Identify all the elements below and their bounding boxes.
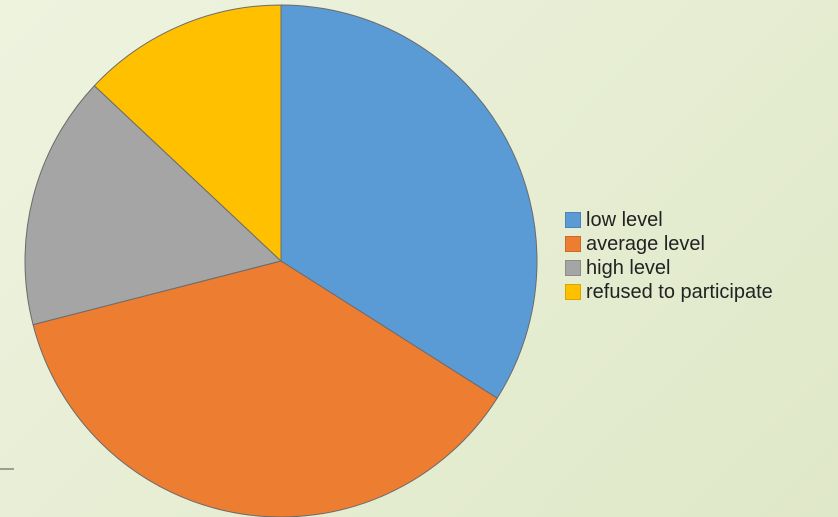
pie-slice-low-level <box>280 4 538 399</box>
slide-edge-mark <box>0 468 14 470</box>
pie-slice-high-level <box>24 85 283 326</box>
legend-item-refused-to-participate: refused to participate <box>565 280 773 304</box>
legend-swatch-low-level <box>565 212 581 228</box>
legend-label-refused-to-participate: refused to participate <box>586 281 773 303</box>
legend-swatch-average-level <box>565 236 581 252</box>
chart-legend: low level average level high level refus… <box>565 208 773 304</box>
legend-item-high-level: high level <box>565 256 773 280</box>
legend-swatch-high-level <box>565 260 581 276</box>
legend-item-average-level: average level <box>565 232 773 256</box>
pie-slice-average-level <box>32 260 498 517</box>
legend-label-low-level: low level <box>586 209 663 231</box>
legend-swatch-refused-to-participate <box>565 284 581 300</box>
legend-label-average-level: average level <box>586 233 705 255</box>
pie-slices <box>24 4 538 517</box>
pie-slice-refused-to-participate <box>93 4 282 263</box>
legend-item-low-level: low level <box>565 208 773 232</box>
legend-label-high-level: high level <box>586 257 671 279</box>
